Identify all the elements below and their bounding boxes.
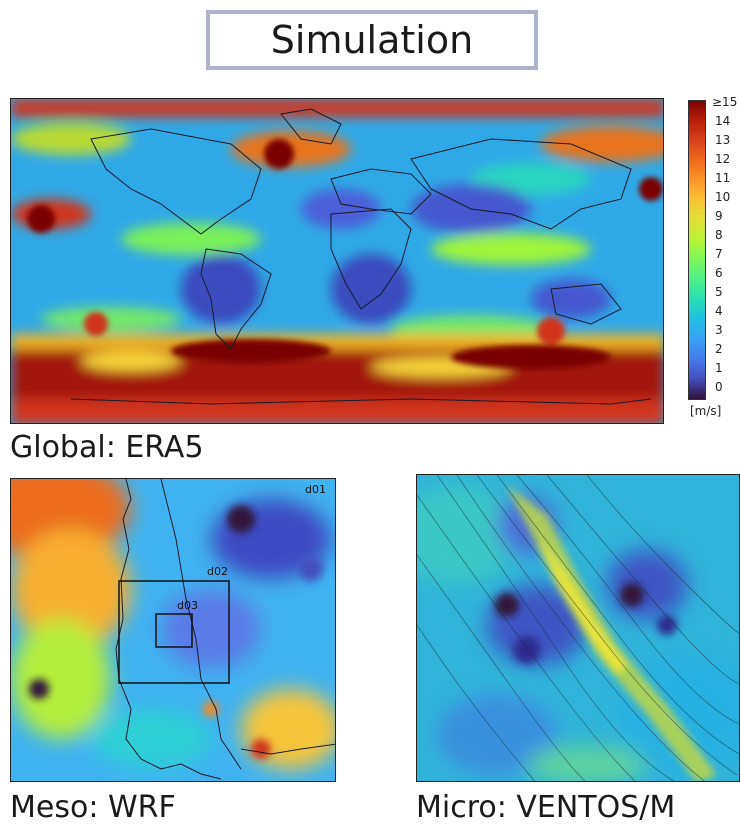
title-box: Simulation [206,10,538,70]
domain-d02-label: d02 [207,565,228,578]
micro-caption: Micro: VENTOS/M [416,790,676,825]
domain-d02-box [118,580,230,684]
domain-d03-label: d03 [177,599,198,612]
colorbar-tick: 0 [715,380,723,394]
title-label: Simulation [270,18,474,62]
colorbar-unit: [m/s] [690,404,722,418]
colorbar-tick: 13 [715,133,731,147]
colorbar-tick: 12 [715,152,731,166]
meso-wind-map: d01 d02 d03 [10,478,336,782]
colorbar-tick: 14 [715,114,731,128]
global-caption: Global: ERA5 [10,430,204,465]
meso-caption: Meso: WRF [10,790,176,825]
colorbar-tick: 8 [715,228,723,242]
micro-wind-map [416,474,740,782]
colorbar-tick: 6 [715,266,723,280]
colorbar-tick: 2 [715,342,723,356]
colorbar [688,100,706,400]
colorbar-tick: 11 [715,171,731,185]
colorbar-tick: 10 [715,190,731,204]
domain-d01-label: d01 [305,483,326,496]
colorbar-tick: 1 [715,361,723,375]
colorbar-tick: 9 [715,209,723,223]
domain-d03-box [155,613,193,648]
global-wind-map [10,98,664,424]
colorbar-tick: 7 [715,247,723,261]
colorbar-tick: 3 [715,323,723,337]
colorbar-tick: 5 [715,285,723,299]
colorbar-tick: ≥15 [712,95,738,109]
colorbar-tick: 4 [715,304,723,318]
